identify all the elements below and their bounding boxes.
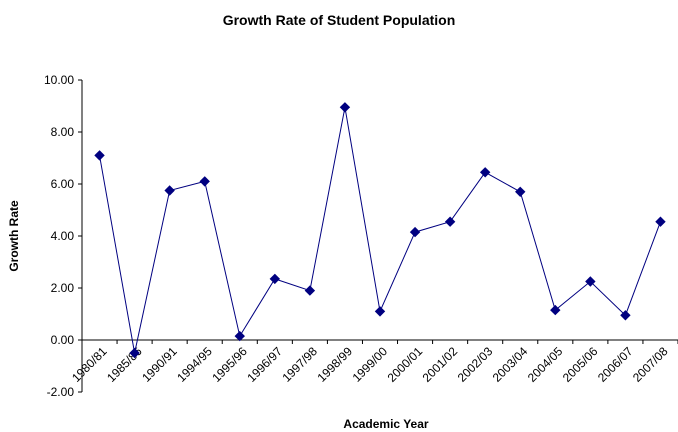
data-point (94, 150, 105, 161)
axes (78, 79, 678, 393)
y-tick-label: 0.00 (51, 333, 75, 347)
data-point (164, 185, 175, 196)
x-tick-label: 1999/00 (350, 344, 391, 385)
data-point (269, 273, 281, 285)
data-point (655, 216, 666, 227)
y-tick-label: 2.00 (51, 281, 75, 295)
x-tick-labels: 1980/811985/861990/911994/951995/961996/… (69, 344, 671, 385)
series-group (94, 102, 666, 359)
data-point (374, 306, 386, 317)
x-tick-label: 1980/81 (69, 344, 110, 385)
y-tick-label: 8.00 (51, 125, 75, 139)
data-point (550, 304, 561, 316)
data-point (444, 216, 456, 227)
data-point (339, 102, 351, 113)
x-tick-label: 1997/98 (279, 344, 320, 385)
x-tick-label: 2003/04 (490, 344, 531, 385)
x-tick-label: 2005/06 (560, 344, 601, 385)
x-tick-label: 1994/95 (174, 344, 215, 385)
x-tick-label: 2000/01 (385, 344, 426, 385)
data-point (620, 310, 631, 321)
y-tick-label: -2.00 (47, 385, 75, 399)
y-tick-label: 4.00 (51, 229, 75, 243)
x-axis-title: Academic Year (343, 417, 429, 431)
x-tick-label: 1995/96 (209, 344, 250, 385)
data-point (515, 186, 526, 198)
data-point (409, 226, 421, 238)
y-tick-label: 10.00 (44, 73, 74, 87)
x-tick-label: 2002/03 (455, 344, 496, 385)
x-tick-label: 2004/05 (525, 344, 566, 385)
data-point (304, 285, 316, 296)
x-tick-label: 2001/02 (420, 344, 461, 385)
y-axis-title: Growth Rate (7, 200, 21, 272)
x-tick-label: 1996/97 (244, 344, 285, 385)
data-point (234, 330, 245, 342)
x-tick-label: 2007/08 (630, 344, 671, 385)
x-tick-label: 2006/07 (595, 344, 636, 385)
chart-title: Growth Rate of Student Population (223, 12, 456, 28)
x-tick-label: 1985/86 (104, 344, 145, 385)
y-tick-labels: -2.00 0.00 2.00 4.00 6.00 8.00 10.00 (44, 73, 74, 399)
y-tick-label: 6.00 (51, 177, 75, 191)
x-tick-label: 1990/91 (139, 344, 180, 385)
x-tick-label: 1998/99 (314, 344, 355, 385)
data-point (479, 167, 491, 178)
data-point (585, 276, 596, 287)
data-point (129, 347, 140, 359)
data-point (199, 176, 210, 187)
